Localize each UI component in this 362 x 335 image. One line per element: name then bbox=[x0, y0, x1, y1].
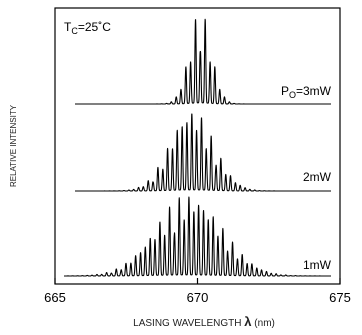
spectrum-trace-2mw bbox=[74, 113, 332, 192]
x-axis-label-symbol: λ bbox=[244, 314, 252, 329]
y-axis-label: RELATIVE INTENSITY bbox=[9, 104, 18, 187]
x-ticks: 665 670 675 bbox=[44, 278, 351, 305]
annotation-prefix: T bbox=[64, 20, 72, 34]
x-axis-label: LASING WAVELENGTH λ (nm) bbox=[133, 314, 275, 329]
series-label-3mw-prefix: P bbox=[281, 84, 289, 98]
series-traces bbox=[63, 18, 332, 277]
spectrum-trace-1mw bbox=[63, 196, 332, 277]
series-label-3mw: PO=3mW bbox=[281, 84, 332, 100]
annotation-subscript: C bbox=[71, 26, 78, 36]
temperature-annotation: TC=25˚C bbox=[64, 20, 111, 36]
series-label-2mw: 2mW bbox=[303, 170, 332, 184]
series-label-3mw-suffix: =3mW bbox=[296, 84, 332, 98]
spectrum-trace-po3mw bbox=[74, 18, 332, 105]
x-tick-label: 670 bbox=[187, 290, 209, 305]
series-label-1mw: 1mW bbox=[303, 258, 332, 272]
series-label-3mw-subscript: O bbox=[289, 90, 296, 100]
annotation-suffix: =25˚C bbox=[78, 20, 111, 34]
x-axis-label-text: LASING WAVELENGTH bbox=[133, 318, 241, 329]
x-tick-label: 675 bbox=[329, 290, 351, 305]
x-tick-label: 665 bbox=[44, 290, 66, 305]
x-axis-label-unit: (nm) bbox=[254, 318, 275, 329]
